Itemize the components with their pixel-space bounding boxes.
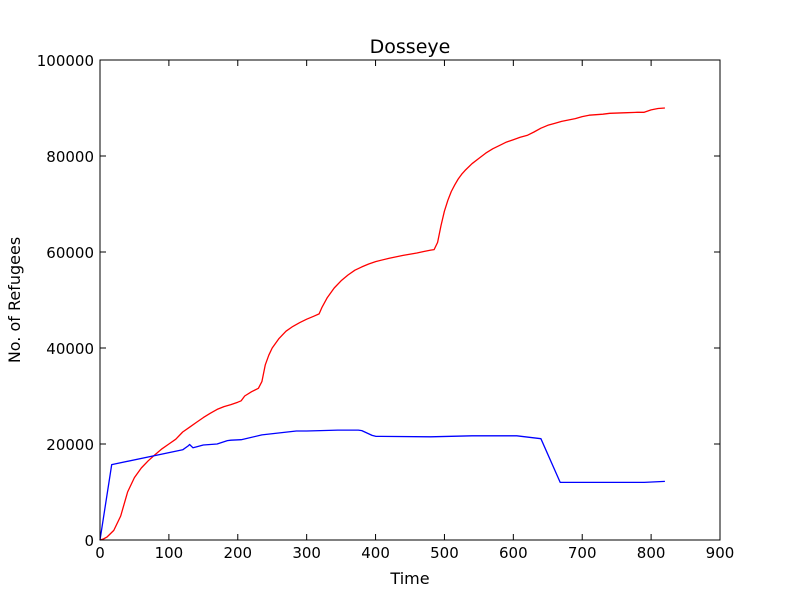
y-tick-label: 80000 bbox=[46, 148, 94, 166]
y-tick-label: 100000 bbox=[37, 52, 94, 70]
x-tick-label: 0 bbox=[95, 544, 105, 562]
y-tick-label: 40000 bbox=[46, 340, 94, 358]
chart-title: Dosseye bbox=[370, 36, 451, 58]
x-tick-label: 100 bbox=[155, 544, 184, 562]
y-axis-label: No. of Refugees bbox=[5, 237, 24, 363]
x-tick-label: 800 bbox=[637, 544, 666, 562]
x-axis-label: Time bbox=[389, 569, 429, 588]
y-tick-labels: 0 20000 40000 60000 80000 100000 bbox=[37, 52, 94, 550]
y-tick-label: 0 bbox=[84, 532, 94, 550]
x-tick-label: 600 bbox=[499, 544, 528, 562]
y-tick-label: 60000 bbox=[46, 244, 94, 262]
x-tick-label: 300 bbox=[292, 544, 321, 562]
x-tick-label: 900 bbox=[706, 544, 735, 562]
x-tick-labels: 0 100 200 300 400 500 600 700 800 900 bbox=[95, 544, 734, 562]
plot-frame bbox=[99, 59, 721, 541]
x-tick-label: 200 bbox=[223, 544, 252, 562]
series-line-2 bbox=[99, 429, 665, 541]
series-line-1 bbox=[99, 107, 665, 541]
series-layer bbox=[99, 107, 665, 541]
y-tick-label: 20000 bbox=[46, 436, 94, 454]
x-tick-label: 500 bbox=[430, 544, 459, 562]
x-tick-label: 700 bbox=[568, 544, 597, 562]
x-tick-label: 400 bbox=[361, 544, 390, 562]
